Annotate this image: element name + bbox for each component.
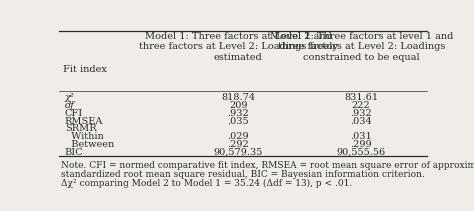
Text: CFI: CFI [65, 109, 83, 118]
Text: 222: 222 [352, 101, 371, 110]
Text: .299: .299 [350, 140, 372, 149]
Text: RMSEA: RMSEA [65, 116, 103, 126]
Text: .932: .932 [350, 109, 372, 118]
Text: 818.74: 818.74 [221, 93, 255, 102]
Text: .932: .932 [227, 109, 249, 118]
Text: .034: .034 [350, 116, 372, 126]
Text: Model 2: Three factors at level 1 and
three factors at Level 2: Loadings
constra: Model 2: Three factors at level 1 and th… [270, 32, 453, 62]
Text: 90,555.56: 90,555.56 [337, 148, 386, 157]
Text: Between: Between [65, 140, 114, 149]
Text: Within: Within [65, 132, 103, 141]
Text: standardized root mean square residual, BIC = Bayesian information criterion.: standardized root mean square residual, … [61, 170, 425, 179]
Text: Note. CFI = normed comparative fit index, RMSEA = root mean square error of appr: Note. CFI = normed comparative fit index… [61, 161, 474, 170]
Text: Model 1: Three factors at Level 1 and
three factors at Level 2: Loadings freely
: Model 1: Three factors at Level 1 and th… [139, 32, 337, 62]
Text: Fit index: Fit index [63, 65, 107, 74]
Text: .031: .031 [350, 132, 372, 141]
Text: Δχ² comparing Model 2 to Model 1 = 35.24 (Δdf = 13), p < .01.: Δχ² comparing Model 2 to Model 1 = 35.24… [61, 179, 352, 188]
Text: .029: .029 [228, 132, 249, 141]
Text: BIC: BIC [65, 148, 83, 157]
Text: SRMR: SRMR [65, 124, 96, 133]
Text: 90,579.35: 90,579.35 [213, 148, 263, 157]
Text: 831.61: 831.61 [344, 93, 378, 102]
Text: df: df [65, 101, 74, 110]
Text: .292: .292 [227, 140, 249, 149]
Text: 209: 209 [229, 101, 247, 110]
Text: .035: .035 [228, 116, 249, 126]
Text: χ²: χ² [65, 93, 74, 102]
